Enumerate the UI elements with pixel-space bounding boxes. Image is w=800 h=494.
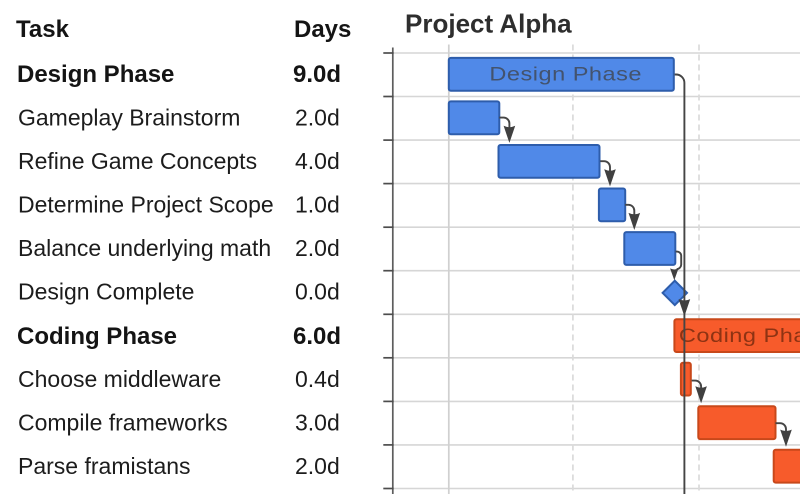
svg-text:3.0d: 3.0d	[295, 410, 340, 436]
svg-text:Days: Days	[294, 16, 351, 43]
svg-text:Design Complete: Design Complete	[18, 279, 194, 305]
svg-text:Choose middleware: Choose middleware	[18, 366, 221, 392]
svg-text:Refine Game Concepts: Refine Game Concepts	[18, 148, 257, 174]
svg-text:Task: Task	[16, 16, 70, 43]
svg-text:Determine Project Scope: Determine Project Scope	[18, 192, 274, 218]
svg-text:Coding Phase: Coding Phase	[679, 325, 800, 346]
svg-text:Design Phase: Design Phase	[17, 61, 174, 88]
svg-text:0.0d: 0.0d	[295, 279, 340, 305]
svg-text:Gameplay Brainstorm: Gameplay Brainstorm	[18, 105, 240, 131]
svg-text:0.4d: 0.4d	[295, 366, 340, 392]
svg-text:Compile frameworks: Compile frameworks	[18, 410, 228, 436]
svg-text:Parse framistans: Parse framistans	[18, 453, 191, 479]
svg-text:Coding Phase: Coding Phase	[17, 323, 177, 350]
svg-text:6.0d: 6.0d	[293, 323, 341, 350]
svg-text:2.0d: 2.0d	[295, 235, 340, 261]
svg-text:Design Phase: Design Phase	[489, 64, 642, 85]
svg-text:2.0d: 2.0d	[295, 105, 340, 131]
svg-text:Project Alpha: Project Alpha	[405, 9, 572, 39]
svg-text:Balance underlying math: Balance underlying math	[18, 235, 271, 261]
svg-text:9.0d: 9.0d	[293, 61, 341, 88]
svg-text:4.0d: 4.0d	[295, 148, 340, 174]
svg-text:2.0d: 2.0d	[295, 453, 340, 479]
svg-text:1.0d: 1.0d	[295, 192, 340, 218]
